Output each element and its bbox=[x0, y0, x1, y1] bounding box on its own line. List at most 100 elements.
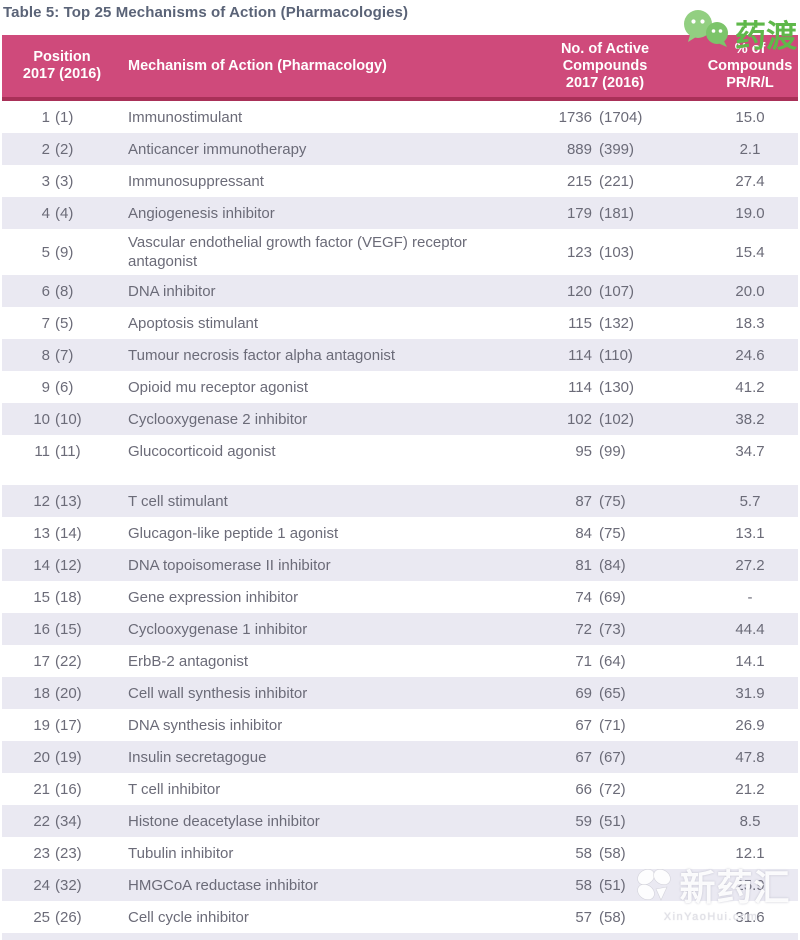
compounds-cell: 69 (65) bbox=[522, 685, 702, 702]
compounds-2017-value: 74 bbox=[575, 588, 592, 606]
page-break-gap bbox=[2, 467, 798, 485]
position-2017-value: 18 bbox=[33, 684, 50, 702]
position-2016-value: (22) bbox=[55, 652, 82, 670]
position-2016-value: (34) bbox=[55, 812, 82, 830]
position-2017-value: 16 bbox=[33, 620, 50, 638]
position-2017-value: 7 bbox=[41, 314, 50, 332]
percent-cell: 14.1 bbox=[735, 652, 765, 670]
table-row: 9 (6) Opioid mu receptor agonist 114 (13… bbox=[2, 371, 798, 403]
mechanism-label: Cell cycle inhibitor bbox=[128, 908, 249, 926]
compounds-2017-value: 95 bbox=[575, 442, 592, 460]
mechanism-label: Opioid mu receptor agonist bbox=[128, 378, 309, 396]
position-2016-value: (6) bbox=[55, 378, 74, 396]
mechanism-cell: Insulin secretagogue bbox=[122, 744, 522, 771]
position-2017-value: 9 bbox=[41, 378, 50, 396]
position-2016-value: (16) bbox=[55, 780, 82, 798]
compounds-cell: 71 (64) bbox=[522, 653, 702, 670]
table-row: 24 (32) HMGCoA reductase inhibitor 58 (5… bbox=[2, 869, 798, 901]
compounds-2017-value: 114 bbox=[568, 346, 592, 364]
table-row: 19 (17) DNA synthesis inhibitor 67 (71) … bbox=[2, 709, 798, 741]
percent-cell: 5.7 bbox=[739, 492, 761, 510]
position-2016-value: (12) bbox=[55, 556, 82, 574]
percent-cell: 27.2 bbox=[735, 556, 765, 574]
compounds-2017-value: 1736 bbox=[558, 108, 592, 126]
position-2017-value: 8 bbox=[41, 346, 50, 364]
position-2017-value: 23 bbox=[33, 844, 50, 862]
mechanism-cell: Histone deacetylase inhibitor bbox=[122, 808, 522, 835]
position-cell: 22 (34) bbox=[2, 813, 122, 830]
position-cell: 19 (17) bbox=[2, 717, 122, 734]
position-2017-value: 22 bbox=[33, 812, 50, 830]
position-2016-value: (5) bbox=[55, 314, 74, 332]
compounds-cell: 95 (99) bbox=[522, 443, 702, 460]
table-row: 23 (23) Tubulin inhibitor 58 (58) 12.1 bbox=[2, 837, 798, 869]
compounds-cell: 58 (58) bbox=[522, 845, 702, 862]
table-row: 1 (1) Immunostimulant 1736 (1704) 15.0 bbox=[2, 101, 798, 133]
mechanism-cell: DNA topoisomerase II inhibitor bbox=[122, 552, 522, 579]
percent-cell: 13.1 bbox=[735, 524, 765, 542]
table-body: 1 (1) Immunostimulant 1736 (1704) 15.0 2… bbox=[2, 101, 798, 940]
percent-cell: 15.4 bbox=[735, 243, 765, 261]
position-cell: 24 (32) bbox=[2, 877, 122, 894]
percent-cell: - bbox=[747, 588, 753, 606]
compounds-2017-value: 114 bbox=[568, 378, 592, 396]
compounds-2016-value: (75) bbox=[599, 524, 626, 542]
table-row: 15 (18) Gene expression inhibitor 74 (69… bbox=[2, 581, 798, 613]
compounds-2017-value: 72 bbox=[575, 620, 592, 638]
mechanism-label: T cell stimulant bbox=[128, 492, 228, 510]
compounds-2016-value: (64) bbox=[599, 652, 626, 670]
compounds-cell: 66 (72) bbox=[522, 781, 702, 798]
mechanism-cell: Immunosuppressant bbox=[122, 168, 522, 195]
position-2016-value: (18) bbox=[55, 588, 82, 606]
compounds-2016-value: (65) bbox=[599, 684, 626, 702]
compounds-cell: 120 (107) bbox=[522, 283, 702, 300]
percent-cell: 25.9 bbox=[735, 876, 765, 894]
table-row: 14 (12) DNA topoisomerase II inhibitor 8… bbox=[2, 549, 798, 581]
position-2017-value: 25 bbox=[33, 908, 50, 926]
compounds-2016-value: (99) bbox=[599, 442, 626, 460]
table-row: 6 (8) DNA inhibitor 120 (107) 20.0 bbox=[2, 275, 798, 307]
mechanism-label: Insulin secretagogue bbox=[128, 748, 267, 766]
compounds-cell: 1736 (1704) bbox=[522, 109, 702, 126]
header-compounds: No. of Active Compounds 2017 (2016) bbox=[560, 40, 650, 91]
position-cell: 9 (6) bbox=[2, 379, 122, 396]
mechanism-label: Apoptosis stimulant bbox=[128, 314, 259, 332]
position-2017-value: 21 bbox=[33, 780, 50, 798]
compounds-2016-value: (221) bbox=[599, 172, 635, 190]
cutoff-row-sliver bbox=[2, 933, 798, 940]
mechanism-cell: T cell stimulant bbox=[122, 488, 522, 515]
position-2017-value: 2 bbox=[41, 140, 50, 158]
compounds-2016-value: (102) bbox=[599, 410, 635, 428]
position-2016-value: (17) bbox=[55, 716, 82, 734]
percent-cell: 44.4 bbox=[735, 620, 765, 638]
compounds-cell: 67 (71) bbox=[522, 717, 702, 734]
compounds-2016-value: (84) bbox=[599, 556, 626, 574]
position-2016-value: (9) bbox=[55, 243, 74, 261]
compounds-cell: 74 (69) bbox=[522, 589, 702, 606]
position-cell: 1 (1) bbox=[2, 109, 122, 126]
table-row: 7 (5) Apoptosis stimulant 115 (132) 18.3 bbox=[2, 307, 798, 339]
position-cell: 12 (13) bbox=[2, 493, 122, 510]
table-row: 10 (10) Cyclooxygenase 2 inhibitor 102 (… bbox=[2, 403, 798, 435]
position-cell: 8 (7) bbox=[2, 347, 122, 364]
compounds-2017-value: 102 bbox=[566, 410, 592, 428]
mechanism-label: Cyclooxygenase 1 inhibitor bbox=[128, 620, 308, 638]
position-2017-value: 15 bbox=[33, 588, 50, 606]
compounds-cell: 87 (75) bbox=[522, 493, 702, 510]
position-2017-value: 12 bbox=[33, 492, 50, 510]
mechanism-label: DNA inhibitor bbox=[128, 282, 216, 300]
mechanism-label: Glucagon-like peptide 1 agonist bbox=[128, 524, 339, 542]
compounds-2016-value: (107) bbox=[599, 282, 635, 300]
position-cell: 7 (5) bbox=[2, 315, 122, 332]
table-row: 4 (4) Angiogenesis inhibitor 179 (181) 1… bbox=[2, 197, 798, 229]
header-mechanism: Mechanism of Action (Pharmacology) bbox=[128, 57, 387, 74]
position-cell: 21 (16) bbox=[2, 781, 122, 798]
compounds-cell: 72 (73) bbox=[522, 621, 702, 638]
table-row: 13 (14) Glucagon-like peptide 1 agonist … bbox=[2, 517, 798, 549]
mechanism-cell: Tubulin inhibitor bbox=[122, 840, 522, 867]
yaodu-logo: 药渡 bbox=[681, 7, 797, 54]
percent-cell: 15.0 bbox=[735, 108, 765, 126]
mechanism-cell: Glucocorticoid agonist bbox=[122, 438, 522, 465]
table-header-row: Position 2017 (2016) Mechanism of Action… bbox=[2, 35, 798, 101]
table-row: 8 (7) Tumour necrosis factor alpha antag… bbox=[2, 339, 798, 371]
